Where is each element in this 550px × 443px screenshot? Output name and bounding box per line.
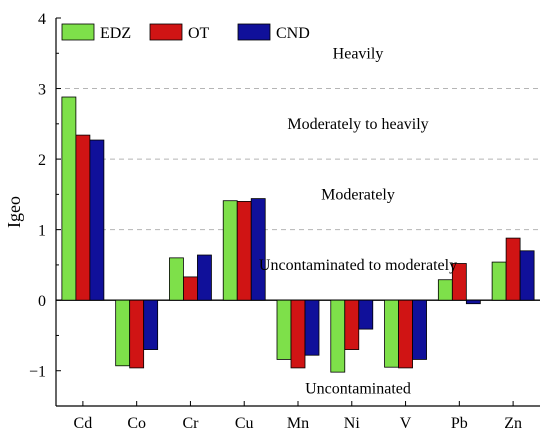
y-tick-label: −1 [29, 364, 46, 381]
y-tick-label: 2 [38, 152, 46, 169]
x-tick-label: Zn [504, 415, 522, 432]
class-annotation: Uncontaminated [305, 380, 411, 397]
legend-label-ot: OT [188, 25, 210, 42]
bar-edz-cu [222, 200, 238, 301]
bar-cnd-cd [89, 139, 105, 301]
reference-lines [56, 88, 540, 231]
y-tick-label: 1 [38, 223, 46, 240]
bar-cnd-co [143, 299, 159, 350]
x-tick-label: Mn [287, 415, 309, 432]
legend-swatch-edz [61, 23, 95, 41]
x-tick-label: Cu [235, 415, 254, 432]
bar-edz-ni [330, 299, 346, 373]
bar-cnd-ni [358, 299, 374, 330]
bar-edz-mn [276, 299, 292, 360]
bar-ot-ni [344, 299, 360, 350]
bar-edz-cd [61, 96, 77, 301]
y-tick-label: 0 [38, 293, 46, 310]
x-tick-label: Ni [344, 415, 361, 432]
bar-edz-zn [491, 261, 507, 301]
legend-swatch-cnd [237, 23, 271, 41]
bar-cnd-cu [250, 198, 266, 301]
bar-cnd-cr [197, 254, 212, 301]
x-tick-label: Cr [182, 415, 199, 432]
bar-edz-v [384, 299, 399, 368]
x-tick-label: V [400, 415, 412, 432]
bar-ot-pb [451, 263, 467, 301]
bar-ot-v [398, 299, 413, 369]
x-tick-label: Pb [451, 415, 468, 432]
bar-cnd-v [412, 299, 427, 360]
bar-ot-zn [505, 237, 521, 301]
legend-label-cnd: CND [276, 25, 310, 42]
bars [61, 96, 535, 373]
x-tick-label: Cd [74, 415, 93, 432]
bar-ot-cu [236, 201, 252, 301]
y-tick-label: 4 [38, 11, 46, 28]
legend: EDZ OT CND [61, 23, 310, 42]
legend-label-edz: EDZ [100, 25, 131, 42]
bar-cnd-pb [465, 299, 481, 305]
y-axis-label: Igeo [4, 196, 24, 228]
bar-ot-mn [290, 299, 306, 369]
legend-swatch-ot [149, 23, 183, 41]
class-annotation: Moderately [321, 186, 395, 203]
bar-cnd-zn [519, 250, 535, 301]
bar-edz-co [115, 299, 131, 367]
bar-cnd-mn [304, 299, 320, 356]
bar-ot-cr [183, 276, 198, 301]
bar-edz-cr [169, 257, 184, 301]
annotations: Heavily Moderately to heavily Moderately Un… [259, 45, 457, 397]
bar-ot-co [129, 299, 145, 369]
axes: Cd Co Cr Cu Mn Ni V Pb Zn 4 3 2 1 0 −1 Igeo [4, 11, 540, 432]
x-tick-label: Co [127, 415, 146, 432]
class-annotation: Uncontaminated to moderately [259, 257, 457, 274]
y-tick-label: 3 [38, 82, 46, 99]
bar-edz-pb [437, 279, 453, 301]
class-annotation: Moderately to heavily [287, 116, 428, 133]
class-annotation: Heavily [333, 45, 384, 62]
bar-ot-cd [75, 134, 91, 301]
